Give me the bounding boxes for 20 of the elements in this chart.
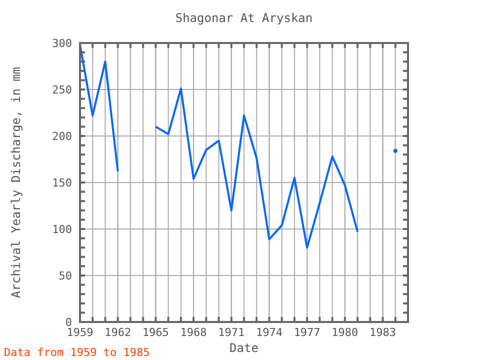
x-tick-label: 1977 (294, 326, 320, 339)
y-tick-label: 250 (52, 84, 72, 96)
x-axis-title: Date (230, 341, 258, 355)
x-tick-label: 1968 (180, 326, 207, 339)
y-axis-title: Archival Yearly Discharge, in mm (9, 66, 23, 298)
x-tick-label: 1962 (104, 326, 132, 339)
chart-title: Shagonar At Aryskan (175, 11, 313, 25)
x-tick-label: 1965 (142, 326, 169, 339)
y-tick-label: 50 (58, 270, 72, 282)
y-tick-label: 200 (52, 130, 72, 143)
y-tick-label: 100 (52, 223, 72, 236)
y-tick-label: 0 (65, 316, 72, 329)
text: Data from 1959 to 1985 (4, 346, 150, 359)
x-tick-label: 1980 (332, 326, 358, 339)
x-tick-label: 1974 (256, 326, 283, 339)
y-tick-label: 150 (52, 176, 72, 190)
x-tick-label: 1959 (66, 326, 94, 339)
x-tick-label: 1983 (370, 326, 396, 339)
x-tick-label: 1971 (218, 326, 245, 339)
y-tick-label: 300 (52, 37, 72, 50)
